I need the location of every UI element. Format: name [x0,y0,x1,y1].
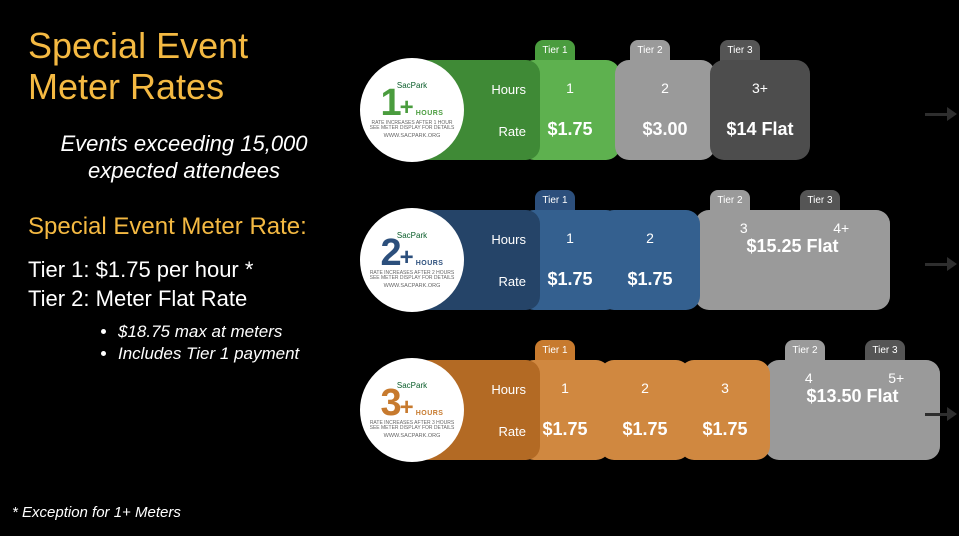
hours-value: 1 [566,230,574,246]
rate-value: $3.00 [642,119,687,140]
page-title: Special Event Meter Rates [28,25,340,108]
tier1-text: Tier 1: $1.75 per hour * [28,255,340,285]
bullet-list: $18.75 max at meters Includes Tier 1 pay… [28,322,340,364]
rate-value: $1.75 [622,419,667,440]
flat-rate-value: $13.50 Flat [765,386,940,421]
hours-value: 2 [641,380,649,396]
hours-value: 3 [721,380,729,396]
title-line-2: Meter Rates [28,66,224,107]
hours-value: 1 [561,380,569,396]
arrow-icon [947,257,957,271]
label-hours: Hours [491,232,526,247]
rate-value: $1.75 [702,419,747,440]
rate-value: $14 Flat [726,119,793,140]
hours-value: 2 [646,230,654,246]
flat-rate-value: $15.25 Flat [695,236,890,271]
rate-value: $1.75 [547,119,592,140]
rate-badge: SacPark3+HOURSRATE INCREASES AFTER 3 HOU… [360,358,464,462]
subtitle: Events exceeding 15,000 expected attende… [28,130,340,185]
data-cell: 2 $1.75 [600,360,690,460]
badge-fineprint: RATE INCREASES AFTER 2 HOURSSEE METER DI… [362,271,463,282]
tier-tab: Tier 3 [720,40,760,62]
tier-tab: Tier 2 [785,340,825,362]
rate-value: $1.75 [627,269,672,290]
chart-row-1: Tier 1Tier 2Tier 31$1.752$3.003+$14 Flat… [370,45,945,170]
left-panel: Special Event Meter Rates Events exceedi… [0,0,360,536]
badge-number: 2+HOURS [381,238,444,268]
data-cell: 3 $1.75 [680,360,770,460]
rate-value: $1.75 [542,419,587,440]
tier-tab: Tier 2 [630,40,670,62]
badge-number: 1+HOURS [381,88,444,118]
label-rate: Rate [499,124,526,139]
hours-value: 2 [661,80,669,96]
data-cell: 3+ $14 Flat [710,60,810,160]
section-label: Special Event Meter Rate: [28,213,340,241]
rate-badge: SacPark2+HOURSRATE INCREASES AFTER 2 HOU… [360,208,464,312]
hours-value: 5+ [853,370,941,386]
arrow-icon [947,407,957,421]
label-hours: Hours [491,382,526,397]
tier2-text: Tier 2: Meter Flat Rate [28,284,340,314]
flat-cell: 45+$13.50 Flat [765,360,940,460]
label-rate: Rate [499,424,526,439]
tier-tab: Tier 1 [535,40,575,62]
badge-fineprint: RATE INCREASES AFTER 3 HOURSSEE METER DI… [362,421,463,432]
badge-url: WWW.SACPARK.ORG [384,283,441,289]
arrow-icon [947,107,957,121]
rate-value: $1.75 [547,269,592,290]
rate-badge: SacPark1+HOURSRATE INCREASES AFTER 1 HOU… [360,58,464,162]
hours-value: 4 [765,370,853,386]
label-hours: Hours [491,82,526,97]
badge-url: WWW.SACPARK.ORG [384,133,441,139]
footnote: * Exception for 1+ Meters [12,504,181,521]
data-cell: 2 $3.00 [615,60,715,160]
tier-tab: Tier 3 [865,340,905,362]
hours-value: 3 [695,220,793,236]
badge-url: WWW.SACPARK.ORG [384,433,441,439]
title-line-1: Special Event [28,25,248,66]
subtitle-line-2: expected attendees [88,158,280,183]
tier-tab: Tier 1 [535,190,575,212]
flat-cell: 34+$15.25 Flat [695,210,890,310]
bullet-1: $18.75 max at meters [118,322,340,342]
rate-charts: Tier 1 Tier 2 Tier 3 1 $1.75 2 $3.00 3+ $14 Flat… [370,45,945,495]
subtitle-line-1: Events exceeding 15,000 [60,131,307,156]
tier-tab: Tier 1 [535,340,575,362]
tier-tab: Tier 2 [710,190,750,212]
label-rate: Rate [499,274,526,289]
hours-value: 3+ [752,80,768,96]
hours-value: 4+ [793,220,891,236]
badge-fineprint: RATE INCREASES AFTER 1 HOURSEE METER DIS… [362,121,463,132]
tier-tab: Tier 3 [800,190,840,212]
hours-value: 1 [566,80,574,96]
chart-row-3: Tier 1Tier 2Tier 345+$13.50 Flat1$1.752$… [370,345,945,470]
bullet-2: Includes Tier 1 payment [118,344,340,364]
chart-row-2: Tier 1Tier 2Tier 334+$15.25 Flat1$1.752$… [370,195,945,320]
data-cell: 2 $1.75 [600,210,700,310]
badge-number: 3+HOURS [381,388,444,418]
